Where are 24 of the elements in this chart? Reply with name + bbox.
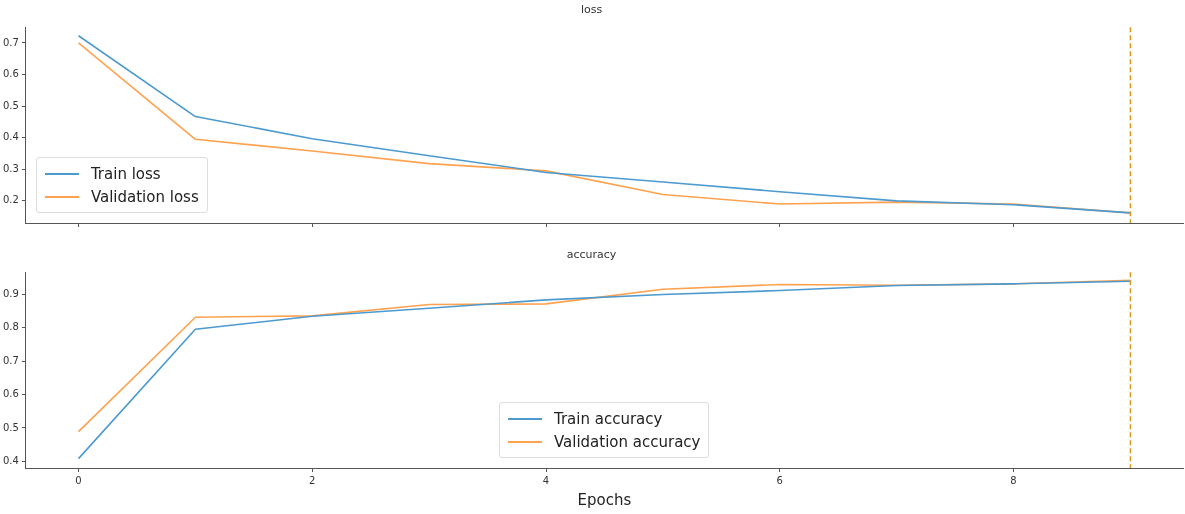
x-tick-label: 6 xyxy=(776,474,783,486)
x-axis-title: Epochs xyxy=(577,490,632,509)
chart-title: loss xyxy=(580,3,603,17)
y-tick-label: 0.9 xyxy=(3,288,19,300)
y-tick-label: 0.7 xyxy=(3,354,19,366)
y-tick-label: 0.4 xyxy=(3,131,19,143)
x-tick-label: 2 xyxy=(309,474,316,486)
y-tick-label: 0.8 xyxy=(3,321,19,333)
y-tick-label: 0.6 xyxy=(3,388,19,400)
y-tick-label: 0.4 xyxy=(3,454,19,466)
legend-label: Validation loss xyxy=(90,187,199,206)
chart-title: accuracy xyxy=(566,248,617,262)
y-tick-label: 0.2 xyxy=(3,194,19,206)
legend-label: Train accuracy xyxy=(553,409,663,428)
y-tick-label: 0.5 xyxy=(3,99,19,111)
legend-label: Validation accuracy xyxy=(553,432,701,451)
y-tick-label: 0.6 xyxy=(3,68,19,80)
x-tick-label: 8 xyxy=(1010,474,1017,486)
x-tick-label: 0 xyxy=(75,474,82,486)
legend-label: Train loss xyxy=(90,164,161,183)
y-tick-label: 0.5 xyxy=(3,421,19,433)
x-tick-label: 4 xyxy=(542,474,550,486)
y-tick-label: 0.7 xyxy=(3,36,19,48)
y-tick-label: 0.3 xyxy=(3,162,19,174)
